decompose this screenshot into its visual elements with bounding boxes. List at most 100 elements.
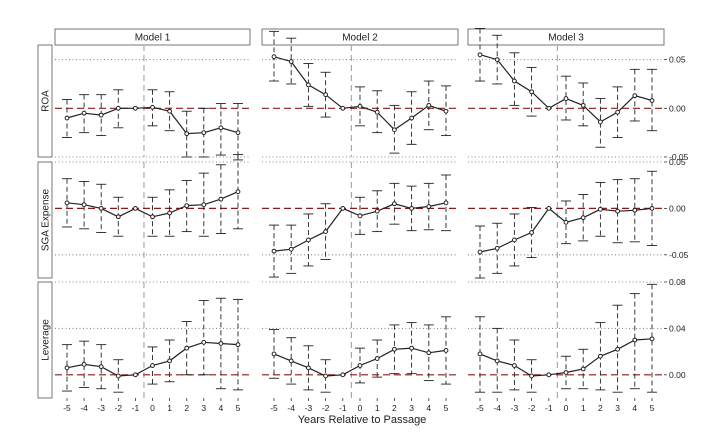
data-point bbox=[443, 108, 449, 114]
column-strip-label: Model 2 bbox=[342, 33, 378, 44]
data-point bbox=[167, 210, 173, 216]
data-point bbox=[271, 351, 277, 357]
data-point bbox=[115, 373, 121, 379]
y-tick-label: 0.05 bbox=[669, 157, 686, 167]
column-strip-label: Model 3 bbox=[548, 33, 584, 44]
data-point bbox=[649, 206, 655, 211]
data-point bbox=[98, 364, 104, 370]
column-strip-box bbox=[54, 28, 251, 46]
x-tick-label: 1 bbox=[167, 403, 172, 413]
data-point bbox=[529, 89, 534, 95]
data-point bbox=[235, 342, 241, 348]
row-strip-box bbox=[37, 281, 53, 399]
x-tick-label: -4 bbox=[80, 403, 88, 413]
data-point bbox=[201, 339, 207, 345]
data-point bbox=[477, 52, 483, 58]
x-tick-label: 2 bbox=[392, 403, 397, 413]
data-point bbox=[340, 206, 346, 211]
data-point bbox=[580, 366, 586, 372]
data-point bbox=[288, 358, 294, 364]
data-point bbox=[580, 215, 586, 221]
data-point bbox=[615, 346, 620, 352]
data-point bbox=[494, 245, 500, 251]
data-point bbox=[409, 345, 415, 351]
data-point bbox=[306, 365, 311, 371]
row-strip-box bbox=[37, 44, 53, 158]
data-point bbox=[150, 363, 155, 368]
series-line bbox=[273, 56, 447, 131]
data-point bbox=[598, 353, 603, 359]
data-point bbox=[477, 351, 483, 357]
data-point bbox=[340, 372, 346, 378]
panel bbox=[468, 281, 664, 398]
x-tick-label: -2 bbox=[115, 403, 123, 413]
series-line bbox=[66, 191, 239, 218]
x-tick-label: -1 bbox=[339, 403, 347, 413]
data-point bbox=[512, 237, 517, 243]
data-point bbox=[426, 350, 432, 356]
data-point bbox=[374, 356, 380, 361]
panel bbox=[468, 27, 664, 158]
x-tick-label: -1 bbox=[545, 403, 553, 413]
data-point bbox=[201, 202, 207, 208]
panel bbox=[262, 30, 458, 158]
x-tick-label: 3 bbox=[615, 403, 620, 413]
data-point bbox=[392, 346, 397, 352]
data-point bbox=[218, 196, 224, 202]
x-tick-label: 2 bbox=[598, 403, 603, 413]
x-tick-label: 5 bbox=[236, 403, 241, 413]
x-tick-label: 5 bbox=[650, 403, 655, 413]
y-tick-label: 0.00 bbox=[669, 103, 686, 113]
data-point bbox=[477, 249, 483, 255]
data-point bbox=[150, 104, 155, 110]
data-point bbox=[271, 54, 277, 60]
data-point bbox=[443, 200, 449, 206]
data-point bbox=[357, 363, 363, 368]
panel bbox=[55, 45, 250, 161]
data-point bbox=[115, 214, 121, 220]
data-point bbox=[632, 207, 638, 213]
data-point bbox=[598, 119, 603, 125]
panel bbox=[55, 281, 250, 398]
data-point bbox=[306, 237, 311, 243]
column-strip-label: Model 1 bbox=[135, 33, 171, 44]
data-point bbox=[357, 103, 363, 109]
data-point bbox=[546, 105, 552, 111]
x-tick-label: 5 bbox=[444, 403, 449, 413]
series-line bbox=[479, 207, 653, 253]
panels bbox=[55, 27, 664, 398]
data-point bbox=[184, 345, 190, 351]
x-tick-label: -2 bbox=[322, 403, 330, 413]
data-point bbox=[150, 214, 155, 220]
x-tick-label: 0 bbox=[150, 403, 155, 413]
data-point bbox=[357, 213, 363, 219]
data-point bbox=[580, 102, 586, 108]
data-point bbox=[184, 203, 190, 209]
data-point bbox=[392, 201, 397, 207]
data-point bbox=[81, 361, 87, 367]
data-point bbox=[563, 96, 569, 101]
data-point bbox=[98, 206, 104, 211]
data-point bbox=[512, 363, 517, 368]
y-tick-label: 0.05 bbox=[669, 55, 686, 65]
data-point bbox=[615, 208, 620, 214]
data-point bbox=[546, 372, 552, 378]
data-point bbox=[323, 373, 329, 379]
data-point bbox=[494, 358, 500, 364]
data-point bbox=[235, 189, 241, 195]
x-axis: -5 -4 -3 -2 -1 0 1 2 3 4 5 -5 -4 -3 -2 -1 0 1 2 3 4 5 -5 -4 -3 -2… bbox=[63, 398, 655, 413]
x-tick-label: -4 bbox=[287, 403, 295, 413]
data-point bbox=[494, 57, 500, 63]
y-tick-label: 0.08 bbox=[669, 277, 686, 287]
x-tick-label: 0 bbox=[358, 403, 363, 413]
data-point bbox=[529, 373, 534, 379]
data-point bbox=[81, 202, 87, 208]
x-tick-label: 3 bbox=[409, 403, 414, 413]
x-tick-label: -3 bbox=[97, 403, 105, 413]
y-tick-label: -0.05 bbox=[669, 250, 689, 260]
data-point bbox=[288, 59, 294, 64]
row-strips: ROA SGA Expense Leverage bbox=[37, 44, 53, 399]
data-point bbox=[323, 229, 329, 235]
data-point bbox=[632, 337, 638, 343]
